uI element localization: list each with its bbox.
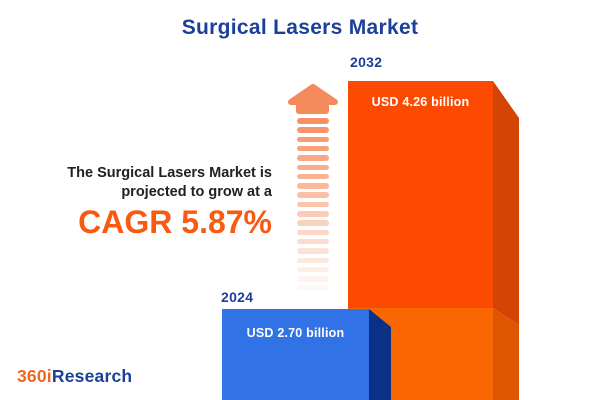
arrow-stripe <box>297 127 329 133</box>
arrow-stripe <box>297 238 329 245</box>
bar-2032-side-upper <box>493 81 519 325</box>
arrow-stripe <box>297 211 329 217</box>
year-label-2032: 2032 <box>350 54 383 70</box>
arrow-stripe <box>297 229 329 236</box>
arrow-stripe <box>297 248 329 254</box>
growth-arrow-head <box>288 84 338 114</box>
bar-value-2024: USD 2.70 billion <box>246 326 345 340</box>
annotation-line-1: The Surgical Lasers Market is <box>67 165 272 181</box>
bar-2032-front-upper <box>348 81 493 308</box>
arrow-stripe <box>297 173 329 180</box>
bar-2024 <box>222 309 391 400</box>
bar-2032-side-lower <box>493 308 519 400</box>
page-title: Surgical Lasers Market <box>181 16 419 39</box>
arrow-stripe <box>297 183 329 189</box>
arrow-stripe <box>297 164 329 171</box>
arrow-stripe <box>297 201 329 208</box>
bar-value-2032: USD 4.26 billion <box>371 95 470 109</box>
arrow-stripe <box>297 266 329 273</box>
bar-2024-front <box>222 309 369 400</box>
arrow-stripe <box>297 118 329 124</box>
bar-2024-side <box>369 309 391 400</box>
arrow-stripe <box>297 155 329 161</box>
logo-prefix: 360i <box>17 366 52 386</box>
arrow-neck <box>296 100 329 114</box>
arrow-up-icon <box>288 84 338 105</box>
arrow-stripe <box>297 192 329 198</box>
logo: 360iResearch <box>17 366 132 387</box>
annotation-line-2: projected to grow at a <box>121 184 272 200</box>
year-label-2024: 2024 <box>221 289 254 305</box>
arrow-stripe <box>297 145 329 152</box>
growth-annotation: The Surgical Lasers Market is projected … <box>0 164 272 239</box>
arrow-stripe <box>297 220 329 226</box>
arrow-stripe <box>297 136 329 143</box>
cagr-value: CAGR 5.87% <box>78 204 272 240</box>
arrow-stripe <box>297 276 329 282</box>
arrow-stripe <box>297 285 329 291</box>
arrow-stripe <box>297 257 329 264</box>
arrow-stripes <box>297 118 329 298</box>
logo-suffix: Research <box>51 366 133 386</box>
